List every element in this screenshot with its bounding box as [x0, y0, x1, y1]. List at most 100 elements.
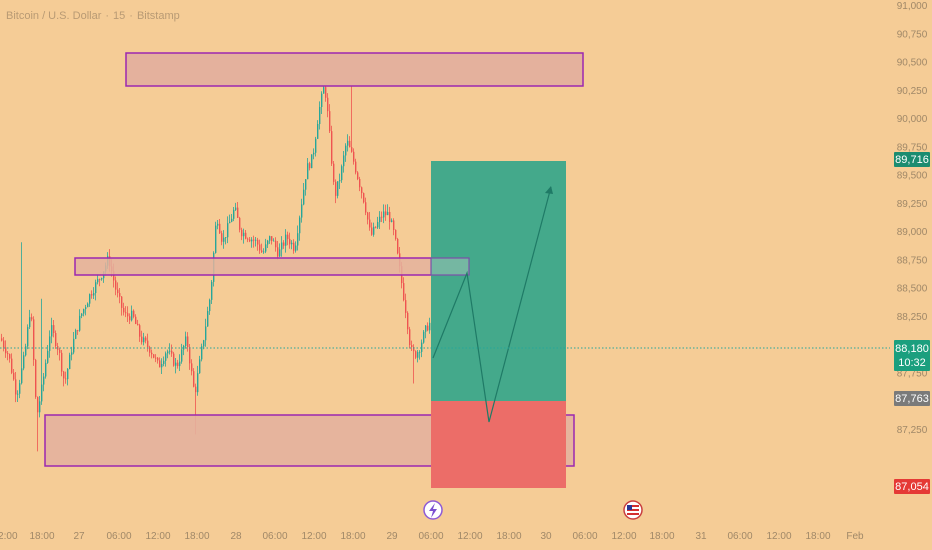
mid-resistance-zone[interactable] — [74, 257, 470, 276]
candle-body — [85, 307, 87, 310]
candle-body — [209, 299, 211, 312]
candle-body — [89, 294, 91, 304]
symbol-exchange: Bitstamp — [136, 10, 180, 22]
time-tick-label: 12:00 — [301, 531, 326, 542]
candle-body — [39, 401, 41, 413]
candle-body — [369, 219, 371, 228]
target-profit-zone[interactable] — [431, 161, 566, 401]
candle-body — [427, 325, 429, 331]
candle-body — [255, 239, 257, 241]
candle-body — [127, 313, 129, 317]
candle-body — [391, 220, 393, 222]
time-tick-label: 12:00 — [611, 531, 636, 542]
candle-body — [69, 354, 71, 370]
candle-body — [203, 340, 205, 347]
candle-body — [381, 216, 383, 218]
candle-body — [9, 354, 11, 359]
candle-body — [169, 350, 171, 352]
candle-body — [87, 303, 89, 308]
candle-body — [197, 373, 199, 393]
candle-body — [267, 240, 269, 245]
candle-body — [211, 281, 213, 300]
candle-body — [265, 244, 267, 252]
candle-body — [135, 316, 137, 324]
candle-body — [49, 336, 51, 351]
candle-body — [243, 232, 245, 237]
candle-body — [117, 289, 119, 294]
candle-body — [179, 361, 181, 367]
candle-body — [163, 360, 165, 365]
candle-body — [309, 163, 311, 169]
price-tick-label: 87,750 — [897, 368, 928, 379]
candle-body — [21, 368, 23, 384]
candle-body — [269, 236, 271, 241]
candle-body — [33, 319, 35, 360]
candle-body — [429, 322, 431, 331]
candle-body — [317, 124, 319, 139]
projected-path[interactable] — [432, 186, 552, 423]
candle-body — [277, 247, 279, 257]
candle-body — [379, 216, 381, 223]
candle-body — [195, 386, 197, 393]
candle-body — [219, 223, 221, 234]
candle-body — [413, 346, 415, 352]
candle-body — [301, 204, 303, 218]
candle-body — [15, 379, 17, 395]
svg-text:87,763: 87,763 — [895, 393, 929, 405]
candle-body — [409, 329, 411, 346]
candle-body — [403, 283, 405, 301]
candle-body — [407, 312, 409, 330]
candle-body — [363, 193, 365, 203]
time-tick-label: 06:00 — [572, 531, 597, 542]
candle-body — [151, 352, 153, 355]
candle-body — [371, 227, 373, 235]
candle-body — [257, 239, 259, 245]
time-tick-label: 18:00 — [184, 531, 209, 542]
upper-resistance-zone[interactable] — [125, 52, 584, 87]
price-tick-label: 90,500 — [897, 58, 928, 69]
us-flag-icon[interactable] — [623, 500, 643, 520]
candle-body — [101, 278, 103, 280]
candle-body — [177, 362, 179, 367]
candle-body — [287, 234, 289, 239]
candle-body — [341, 166, 343, 181]
candle-body — [361, 187, 363, 194]
candle-body — [387, 211, 389, 216]
time-tick-label: 12:00 — [145, 531, 170, 542]
candle-body — [275, 240, 277, 248]
candle-body — [113, 271, 115, 281]
candle-body — [159, 360, 161, 368]
stop-loss-zone[interactable] — [431, 401, 566, 488]
time-tick-label: 28 — [230, 531, 242, 542]
candle-body — [349, 140, 351, 148]
price-tick-label: 89,500 — [897, 171, 928, 182]
candle-body — [421, 342, 423, 352]
time-tick-label: 18:00 — [340, 531, 365, 542]
candle-body — [27, 327, 29, 347]
candle-body — [397, 238, 399, 254]
entry-price-badge: 87,763 — [894, 391, 930, 406]
candle-body — [227, 223, 229, 238]
time-tick-label: 29 — [386, 531, 398, 542]
price-tick-label: 90,000 — [897, 114, 928, 125]
price-tick-label: 89,250 — [897, 199, 928, 210]
lightning-bolt-icon[interactable] — [423, 500, 443, 520]
candle-body — [61, 352, 63, 372]
candle-body — [345, 145, 347, 156]
candle-body — [389, 211, 391, 222]
candle-body — [193, 371, 195, 387]
candle-body — [141, 336, 143, 343]
candle-body — [93, 293, 95, 296]
candle-body — [347, 140, 349, 146]
candle-body — [327, 97, 329, 112]
candle-body — [125, 312, 127, 314]
candle-body — [35, 359, 37, 398]
candle-body — [43, 376, 45, 385]
candle-body — [143, 337, 145, 343]
candle-body — [237, 207, 239, 218]
price-tick-label: 90,250 — [897, 86, 928, 97]
time-tick-label: 06:00 — [727, 531, 752, 542]
candle-body — [305, 179, 307, 190]
time-axis[interactable]: 12:00 18:00 27 06:00 12:00 18:00 28 06:00 12:00 1… — [0, 531, 864, 542]
